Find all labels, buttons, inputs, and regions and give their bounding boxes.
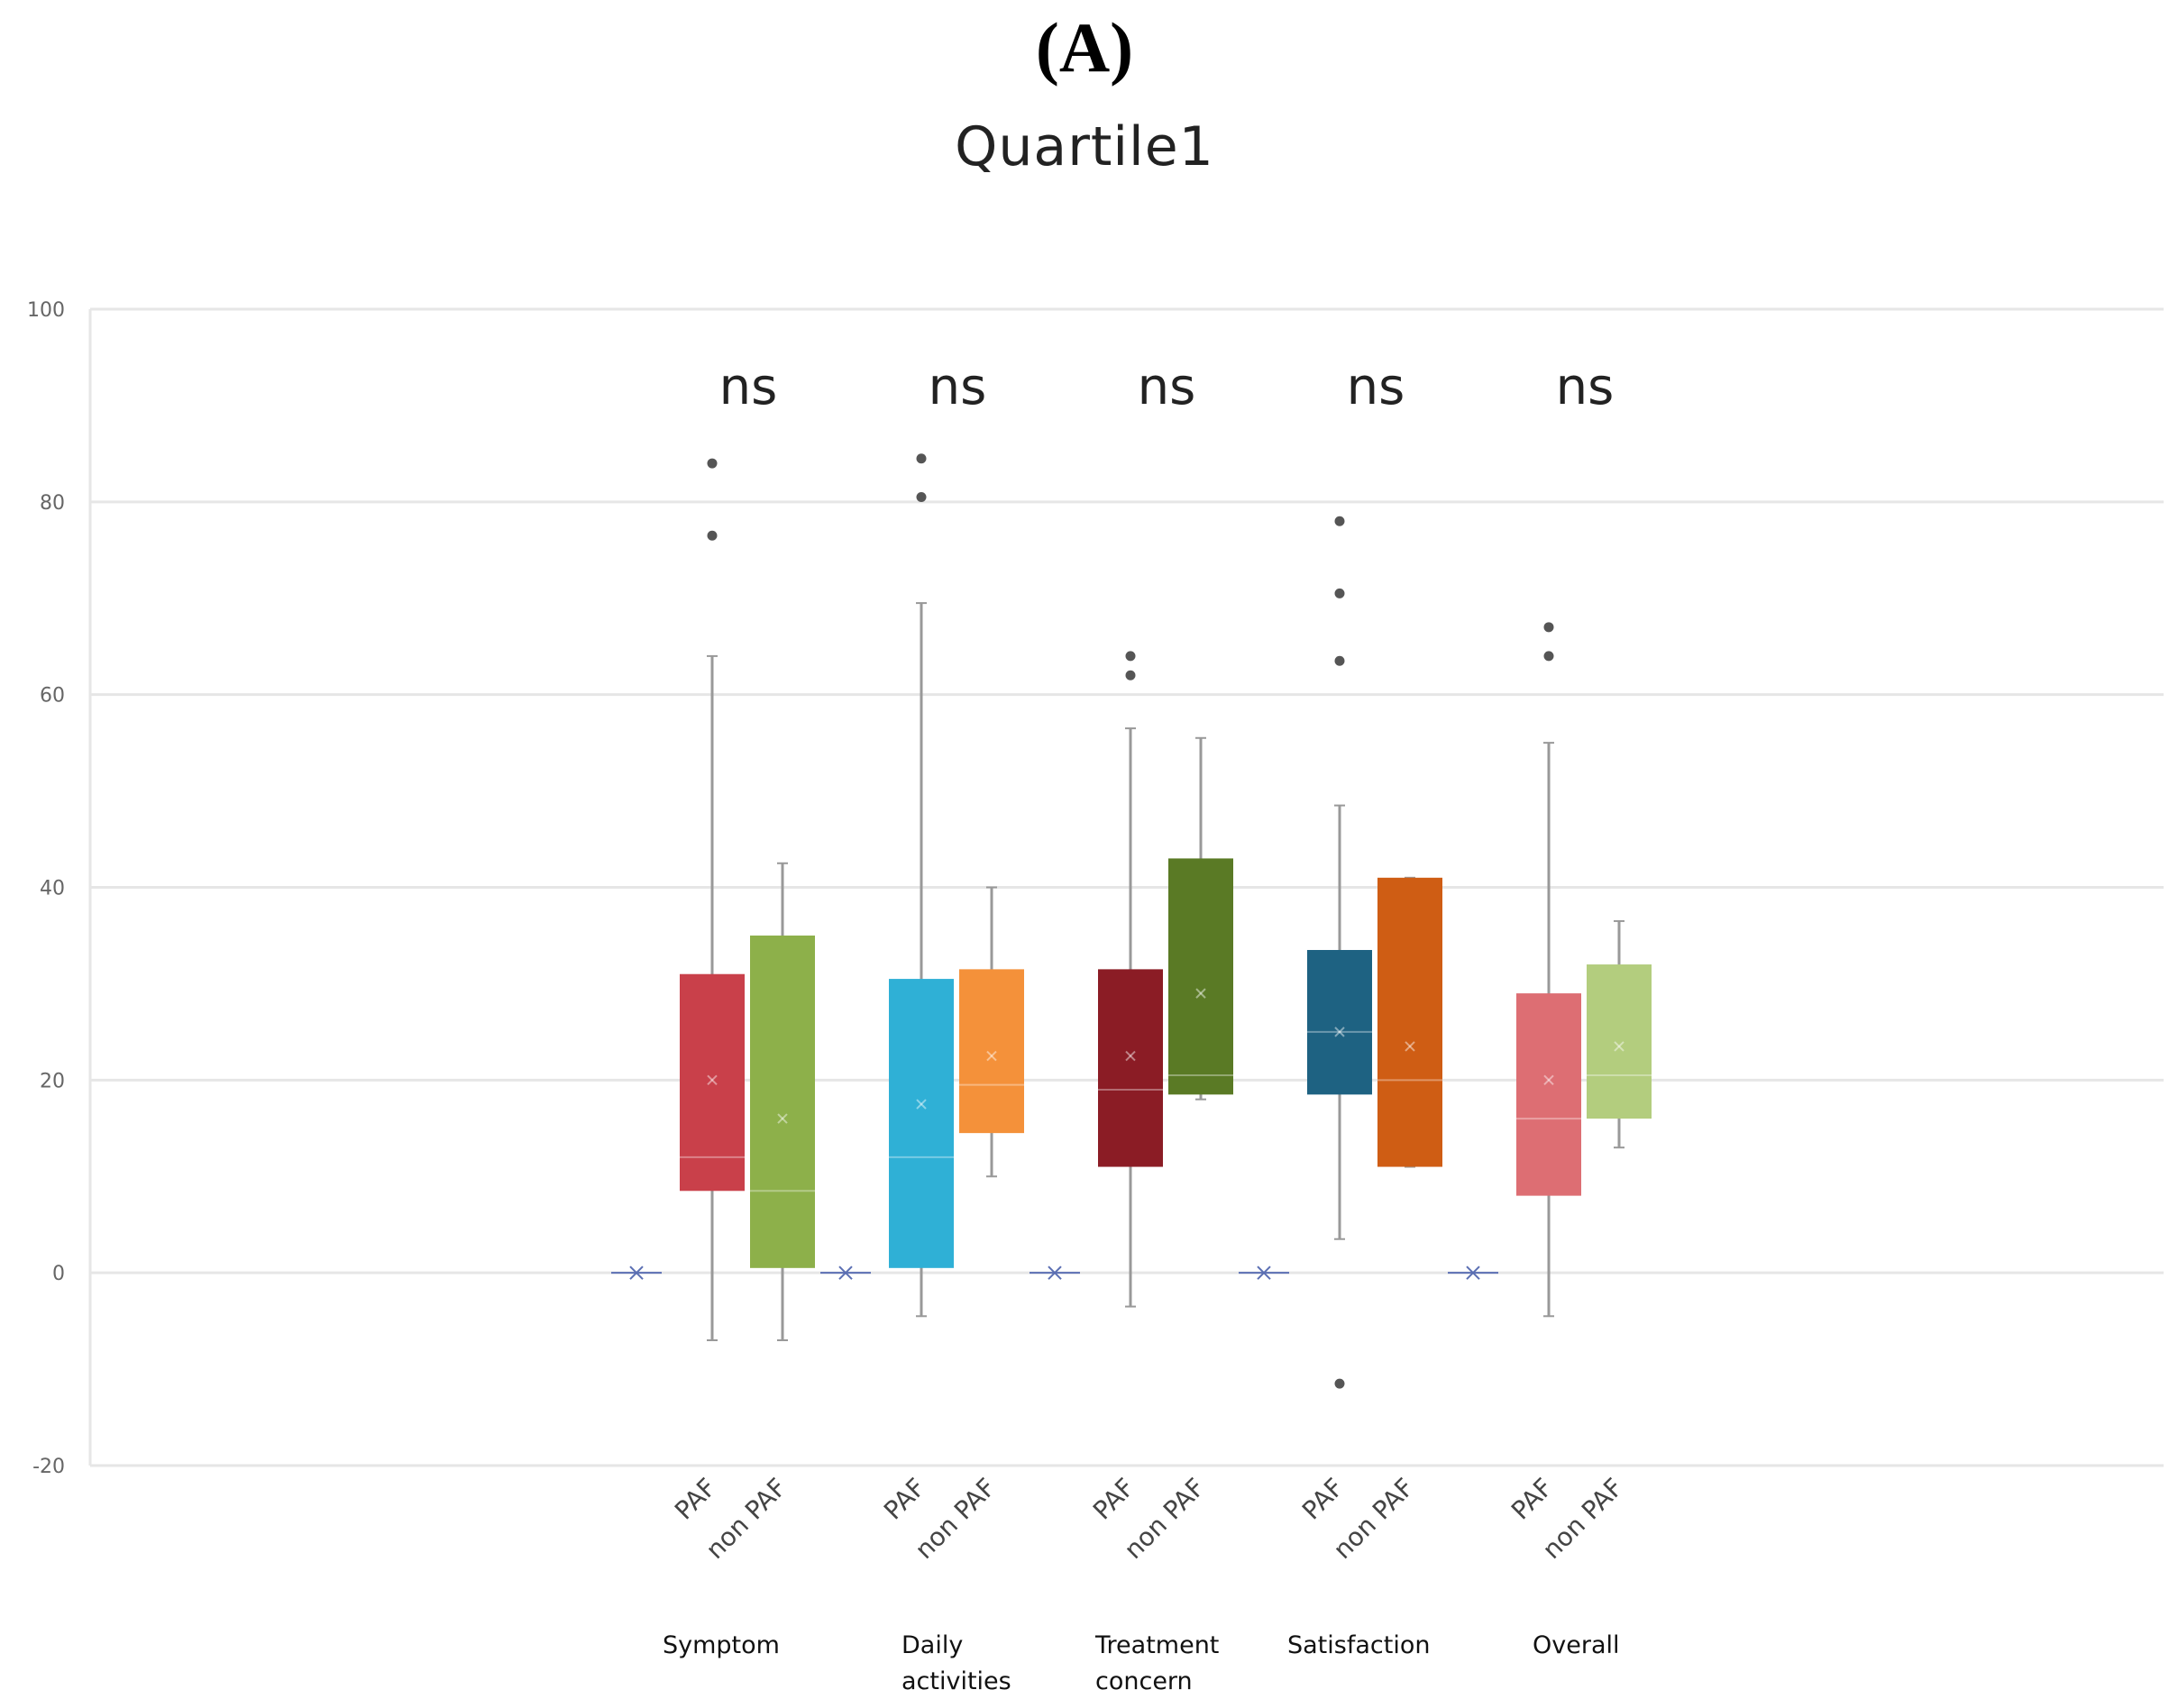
mean-marker <box>1195 988 1206 999</box>
zero-marker-stroke <box>1466 1265 1480 1280</box>
outlier-point <box>1334 588 1345 598</box>
zero-marker <box>1257 1265 1271 1280</box>
category-label: Satisfaction <box>1287 1631 1431 1659</box>
mean-marker <box>777 1113 788 1124</box>
zero-marker <box>1466 1265 1480 1280</box>
box-body <box>889 979 954 1268</box>
outlier-point <box>707 458 718 469</box>
box-body <box>959 969 1024 1134</box>
box-body <box>1377 877 1442 1167</box>
mean-marker <box>1405 1041 1415 1052</box>
group-label: PAF <box>669 1473 722 1526</box>
box-3-paf <box>1307 516 1372 1389</box>
zero-marker <box>1048 1265 1062 1280</box>
significance-label: ns <box>929 358 987 416</box>
zero-marker-stroke <box>629 1265 644 1280</box>
zero-marker-stroke <box>1257 1265 1271 1280</box>
mean-marker <box>1614 1041 1624 1052</box>
category-label: Overall <box>1533 1631 1620 1659</box>
mean-marker <box>1334 1027 1345 1037</box>
outlier-point <box>1543 622 1554 633</box>
box-3-non-paf <box>1377 876 1442 1168</box>
zero-marker-stroke <box>838 1265 853 1280</box>
outlier-point <box>1125 670 1136 680</box>
outlier-point <box>916 453 927 464</box>
box-1-paf <box>889 453 954 1318</box>
mean-marker <box>1125 1050 1136 1062</box>
y-tick-label: 100 <box>27 299 65 322</box>
mean-marker <box>1543 1074 1554 1086</box>
category-label: Symptom <box>663 1631 780 1659</box>
mean-marker <box>707 1074 718 1086</box>
mean-marker <box>1125 1050 1136 1062</box>
group-label: PAF <box>878 1473 931 1526</box>
box-4-non-paf <box>1587 919 1652 1149</box>
y-tick-label: 20 <box>40 1070 65 1092</box>
mean-marker <box>1405 1041 1415 1052</box>
chart-title: Quartile1 <box>955 115 1214 178</box>
zero-marker <box>629 1265 644 1280</box>
box-0-paf <box>680 458 745 1342</box>
box-body <box>1307 949 1372 1095</box>
significance-label: ns <box>719 358 778 416</box>
y-tick-label: 80 <box>40 492 65 515</box>
mean-marker <box>777 1113 788 1124</box>
outlier-point <box>1543 651 1554 662</box>
outlier-point <box>707 530 718 541</box>
outlier-point <box>1334 655 1345 666</box>
category-label: Treatment concern <box>1095 1631 1220 1695</box>
box-2-paf <box>1098 651 1163 1308</box>
box-1-non-paf <box>959 886 1024 1178</box>
group-label: PAF <box>1296 1473 1350 1526</box>
box-body <box>680 973 745 1192</box>
outlier-point <box>1334 1378 1345 1389</box>
mean-marker <box>916 1099 927 1110</box>
box-body <box>1587 964 1652 1119</box>
box-body <box>750 935 815 1268</box>
box-4-paf <box>1516 622 1581 1318</box>
box-body <box>1516 993 1581 1196</box>
outlier-point <box>1125 651 1136 662</box>
y-tick-label: 40 <box>40 878 65 900</box>
y-tick-label: -20 <box>32 1456 65 1478</box>
mean-marker <box>1614 1041 1624 1052</box>
box-2-non-paf <box>1168 736 1233 1101</box>
group-label: PAF <box>1505 1473 1559 1526</box>
group-label: PAF <box>1087 1473 1140 1526</box>
box-0-non-paf <box>750 862 815 1342</box>
y-tick-label: 0 <box>52 1263 65 1285</box>
zero-marker-stroke <box>1048 1265 1062 1280</box>
outlier-point <box>1334 516 1345 526</box>
significance-label: ns <box>1556 358 1615 416</box>
mean-marker <box>986 1050 997 1062</box>
mean-marker <box>916 1099 927 1110</box>
zero-marker <box>838 1265 853 1280</box>
mean-marker <box>986 1050 997 1062</box>
outlier-point <box>916 491 927 502</box>
box-body <box>1168 858 1233 1095</box>
mean-marker <box>1543 1074 1554 1086</box>
significance-label: ns <box>1347 358 1405 416</box>
mean-marker <box>1334 1027 1345 1037</box>
category-label: Daily activities <box>901 1631 1011 1695</box>
significance-label: ns <box>1138 358 1196 416</box>
mean-marker <box>707 1074 718 1086</box>
mean-marker <box>1195 988 1206 999</box>
y-tick-label: 60 <box>40 685 65 708</box>
panel-label: (A) <box>1035 8 1134 87</box>
box-body <box>1098 969 1163 1167</box>
